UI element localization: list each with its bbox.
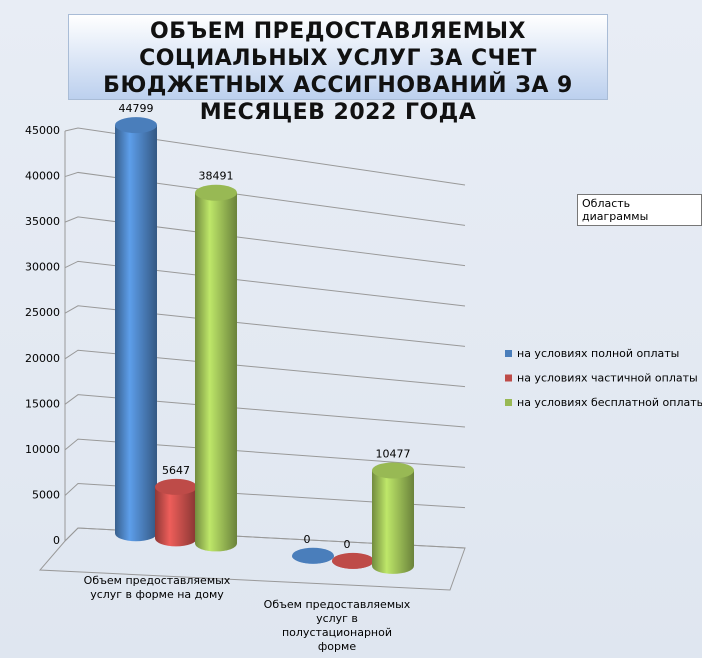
grid-line xyxy=(64,216,466,267)
data-label: 0 xyxy=(344,538,351,551)
grid-line xyxy=(64,171,466,226)
x-tick-label: Объем предоставляемых услуг в форме на д… xyxy=(83,574,231,601)
legend-label: на условиях частичной оплаты xyxy=(517,372,698,385)
grid-line xyxy=(64,438,466,468)
y-tick-label: 45000 xyxy=(25,124,60,137)
tooltip: Область диаграммы xyxy=(577,194,702,226)
y-tick-label: 5000 xyxy=(32,488,60,501)
x-tick-label: Объем предоставляемых услуг в полустацио… xyxy=(263,598,411,653)
grid-line xyxy=(64,349,466,388)
chart-title: ОБЪЕМ ПРЕДОСТАВЛЯЕМЫХ СОЦИАЛЬНЫХ УСЛУГ З… xyxy=(68,14,608,125)
bar-top xyxy=(195,184,237,201)
y-tick-label: 0 xyxy=(53,534,60,547)
bar xyxy=(115,125,157,542)
grid-line xyxy=(64,527,466,549)
bar-top xyxy=(372,462,414,479)
data-label: 10477 xyxy=(376,447,411,460)
y-tick-label: 25000 xyxy=(25,306,60,319)
bar-top xyxy=(115,117,157,134)
bar-top xyxy=(292,547,334,564)
y-tick-label: 10000 xyxy=(25,443,60,456)
bar-top xyxy=(332,552,374,569)
grid-line xyxy=(64,260,466,307)
legend-swatch xyxy=(505,374,512,382)
y-tick-label: 15000 xyxy=(25,397,60,410)
y-tick-label: 40000 xyxy=(25,170,60,183)
bar xyxy=(195,192,237,552)
grid-line xyxy=(64,127,466,186)
y-tick-label: 35000 xyxy=(25,215,60,228)
data-label: 44799 xyxy=(119,102,154,115)
grid-line xyxy=(64,483,466,509)
y-tick-label: 20000 xyxy=(25,352,60,365)
bar xyxy=(155,486,197,547)
legend-label: на условиях полной оплаты xyxy=(517,347,679,360)
data-label: 5647 xyxy=(162,464,190,477)
bar xyxy=(372,470,414,574)
data-label: 38491 xyxy=(199,170,234,183)
bar-top xyxy=(155,478,197,495)
data-label: 0 xyxy=(304,533,311,546)
grid-line xyxy=(64,394,466,428)
legend-swatch xyxy=(505,350,512,357)
legend-label: на условиях бесплатной оплаты xyxy=(517,396,702,409)
grid-line xyxy=(64,305,466,347)
y-tick-label: 30000 xyxy=(25,261,60,274)
legend-swatch xyxy=(505,399,512,406)
